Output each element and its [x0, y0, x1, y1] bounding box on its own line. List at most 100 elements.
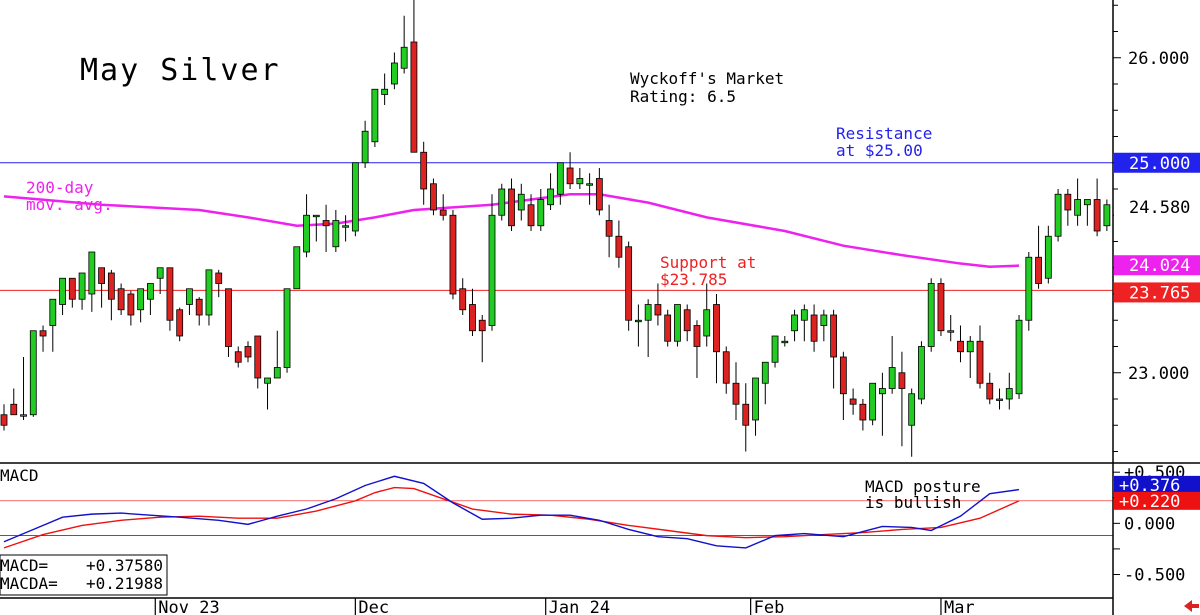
- candle-body: [420, 151, 428, 190]
- macda-readout-label: MACDA=: [0, 574, 58, 593]
- macd-line: [3, 475, 1020, 549]
- macd-axis-label: -0.500: [1124, 565, 1185, 585]
- candle-body: [986, 382, 994, 400]
- support-annotation-line-2: $23.785: [660, 270, 727, 289]
- candle-body: [1064, 193, 1072, 211]
- candle-body: [527, 204, 535, 227]
- candle-body: [254, 335, 262, 379]
- macd-axis-label: 0.000: [1124, 514, 1175, 534]
- macd-note-line-1: MACD posture: [865, 477, 981, 496]
- scroll-left-arrow-icon[interactable]: [1184, 600, 1199, 612]
- candle-body: [1093, 199, 1101, 232]
- candle-body: [595, 178, 603, 211]
- candle-body: [966, 340, 974, 353]
- candle-body: [273, 367, 281, 379]
- x-axis-label: Mar: [944, 598, 975, 615]
- candle-body: [752, 377, 759, 421]
- candle-body: [800, 309, 808, 321]
- ma-annotation-line-2: mov. avg.: [26, 195, 113, 214]
- candle-body: [771, 335, 779, 363]
- candle-body: [390, 62, 398, 85]
- candle-body: [400, 46, 408, 69]
- candle-body: [127, 293, 135, 316]
- support-annotation-line-1: Support at: [660, 253, 756, 272]
- candle-body: [78, 272, 86, 300]
- candle-body: [29, 330, 37, 416]
- candle-body: [225, 288, 232, 347]
- candle-body: [888, 367, 896, 389]
- candle-body: [947, 330, 955, 333]
- candle-body: [98, 267, 105, 284]
- x-axis-labels: Nov 23 Dec Jan 24 Feb Mar: [154, 598, 975, 615]
- candle-body: [117, 288, 125, 311]
- candle-body: [615, 235, 623, 258]
- candle-body: [234, 351, 242, 363]
- candle-body: [312, 214, 320, 218]
- candle-body: [176, 309, 184, 337]
- candle-body: [205, 269, 213, 316]
- candle-body: [918, 346, 925, 400]
- macd-tag-box: [1114, 475, 1200, 494]
- macd-tag-label: +0.220: [1119, 492, 1180, 512]
- candle-body: [976, 340, 984, 384]
- candle-body: [488, 214, 496, 326]
- candle-body: [332, 220, 340, 248]
- candle-body: [869, 382, 877, 421]
- macda-readout-value: +0.21988: [86, 574, 163, 593]
- candle-body: [654, 304, 662, 316]
- candle-body: [361, 130, 369, 164]
- candle-body: [449, 214, 457, 295]
- x-axis-label: Feb: [754, 598, 785, 615]
- x-axis-label: Nov 23: [158, 598, 219, 615]
- candle-body: [186, 288, 193, 305]
- candle-body: [195, 298, 203, 316]
- candle-body: [10, 403, 18, 416]
- macd-tag-label: +0.376: [1119, 476, 1180, 496]
- candle-body: [908, 393, 916, 426]
- candle-body: [1015, 319, 1023, 395]
- candle-body: [791, 314, 798, 332]
- chart-title: May Silver: [80, 53, 281, 88]
- candle-body: [820, 314, 828, 326]
- candle-body: [683, 309, 691, 332]
- resistance-annotation-line-1: Resistance: [836, 124, 932, 143]
- candle-body: [0, 414, 8, 426]
- candle-body: [810, 314, 818, 342]
- candle-body: [879, 388, 886, 395]
- macd-readout-label: MACD=: [0, 556, 48, 575]
- candle-body: [283, 288, 291, 368]
- candle-body: [761, 361, 769, 384]
- candle-body: [859, 403, 867, 421]
- candle-body: [1005, 388, 1013, 400]
- price-panel: May Silver Wyckoff's Market Rating: 6.5 …: [0, 0, 1113, 457]
- price-tag-box: [1114, 255, 1200, 276]
- candle-body: [322, 220, 330, 227]
- candle-body: [703, 309, 711, 337]
- candle-body: [293, 246, 301, 290]
- candle-body: [566, 167, 574, 185]
- candle-body: [1025, 256, 1033, 321]
- candle-body: [693, 325, 701, 347]
- resistance-annotation-line-2: at $25.00: [836, 141, 923, 160]
- candle-body: [39, 330, 47, 337]
- candle-body: [478, 319, 486, 332]
- candle-body: [547, 188, 554, 206]
- candle-body: [410, 41, 418, 153]
- moving-average-line: [3, 193, 1020, 268]
- candle-body: [59, 277, 66, 305]
- candle-body: [839, 356, 847, 395]
- candle-body: [49, 298, 57, 326]
- candle-body: [996, 398, 1003, 401]
- candle-body: [898, 372, 906, 389]
- candle-body: [927, 283, 935, 347]
- macda-signal-line: [3, 486, 1020, 549]
- candle-body: [605, 220, 613, 237]
- price-tag-box: [1114, 282, 1200, 303]
- price-tag-label: 24.580: [1129, 198, 1190, 218]
- candle-body: [674, 304, 681, 342]
- candle-body: [713, 304, 720, 353]
- price-tag-label: 24.024: [1129, 256, 1190, 276]
- macd-note-line-2: is bullish: [865, 493, 961, 512]
- candle-body: [459, 288, 467, 311]
